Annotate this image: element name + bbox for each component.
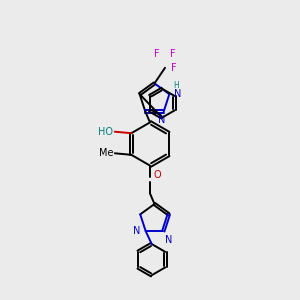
Text: N: N xyxy=(133,226,140,236)
Text: N: N xyxy=(164,235,172,245)
Text: HO: HO xyxy=(98,127,113,137)
Text: N: N xyxy=(158,115,165,125)
Text: F: F xyxy=(171,63,177,74)
Text: Me: Me xyxy=(99,148,113,158)
Text: H: H xyxy=(173,81,179,90)
Text: F: F xyxy=(154,50,159,59)
Text: N: N xyxy=(173,88,181,99)
Text: O: O xyxy=(154,170,161,181)
Text: F: F xyxy=(170,49,176,59)
